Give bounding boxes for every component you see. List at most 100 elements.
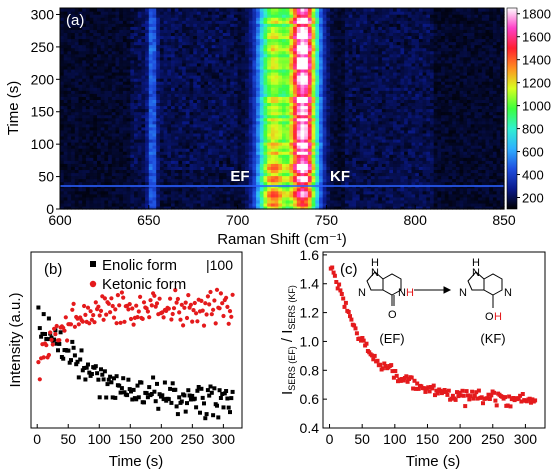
- heatmap-cell: [182, 99, 187, 104]
- heatmap-cell: [100, 102, 105, 107]
- heatmap-cell: [300, 99, 305, 104]
- heatmap-cell: [330, 123, 335, 128]
- heatmap-cell: [204, 145, 209, 149]
- heatmap-cell: [311, 105, 316, 110]
- heatmap-cell: [259, 166, 265, 171]
- heatmap-cell: [430, 135, 435, 140]
- heatmap-cell: [252, 172, 257, 177]
- heatmap-cell: [115, 148, 120, 152]
- heatmap-cell: [311, 175, 316, 180]
- heatmap-cell: [422, 160, 427, 164]
- heatmap-cell: [185, 96, 191, 100]
- heatmap-cell: [141, 151, 146, 155]
- heatmap-cell: [196, 148, 202, 152]
- heatmap-cell: [204, 190, 209, 195]
- heatmap-cell: [245, 169, 250, 174]
- heatmap-cell: [370, 111, 376, 116]
- heatmap-cell: [407, 99, 413, 104]
- heatmap-cell: [282, 169, 287, 174]
- heatmap-cell: [182, 148, 187, 152]
- heatmap-cell: [122, 142, 128, 146]
- heatmap-cell: [426, 172, 431, 177]
- heatmap-cell: [130, 172, 135, 177]
- heatmap-cell: [230, 199, 235, 204]
- heatmap-cell: [204, 99, 209, 104]
- heatmap-cell: [393, 135, 398, 140]
- heatmap-cell: [311, 178, 316, 183]
- heatmap-cell: [85, 87, 91, 91]
- heatmap-cell: [211, 172, 216, 177]
- heatmap-cell: [296, 117, 302, 122]
- heatmap-cell: [122, 93, 128, 97]
- heatmap-cell: [189, 205, 194, 210]
- heatmap-cell: [348, 90, 353, 94]
- heatmap-cell: [193, 114, 198, 119]
- heatmap-cell: [97, 178, 102, 183]
- heatmap-cell: [330, 117, 335, 122]
- heatmap-cell: [367, 126, 372, 131]
- heatmap-cell: [326, 187, 331, 192]
- heatmap-cell: [63, 163, 68, 167]
- heatmap-cell: [452, 108, 457, 113]
- heatmap-cell: [492, 96, 498, 100]
- heatmap-cell: [126, 99, 131, 104]
- heatmap-cell: [108, 169, 113, 174]
- heatmap-cell: [389, 105, 394, 110]
- heatmap-cell: [378, 111, 383, 116]
- heatmap-cell: [182, 105, 187, 110]
- heatmap-cell: [452, 120, 457, 125]
- heatmap-cell: [74, 105, 80, 110]
- heatmap-cell: [500, 151, 505, 155]
- heatmap-cell: [115, 178, 120, 183]
- heatmap-cell: [441, 178, 446, 183]
- heatmap-cell: [126, 205, 131, 210]
- heatmap-cell: [422, 123, 427, 128]
- heatmap-cell: [367, 181, 372, 186]
- heatmap-cell: [404, 117, 409, 122]
- heatmap-cell: [359, 99, 364, 104]
- heatmap-cell: [389, 135, 394, 140]
- heatmap-cell: [492, 90, 498, 94]
- heatmap-cell: [304, 196, 309, 201]
- heatmap-cell: [315, 181, 320, 186]
- heatmap-cell: [182, 142, 187, 146]
- heatmap-cell: [226, 205, 231, 210]
- heatmap-cell: [337, 142, 342, 146]
- heatmap-cell: [352, 145, 357, 149]
- heatmap-cell: [222, 187, 228, 192]
- heatmap-cell: [348, 154, 353, 158]
- heatmap-cell: [63, 126, 68, 131]
- heatmap-cell: [93, 196, 98, 201]
- heatmap-cell: [182, 187, 187, 192]
- heatmap-cell: [448, 102, 453, 107]
- heatmap-cell: [185, 193, 191, 198]
- heatmap-cell: [130, 102, 135, 107]
- heatmap-cell: [459, 205, 464, 210]
- heatmap-cell: [219, 111, 224, 116]
- heatmap-cell: [196, 202, 202, 207]
- heatmap-cell: [326, 160, 331, 164]
- heatmap-cell: [478, 135, 483, 140]
- heatmap-cell: [193, 138, 198, 143]
- heatmap-cell: [448, 193, 453, 198]
- heatmap-cell: [485, 199, 490, 204]
- heatmap-cell: [333, 117, 339, 122]
- heatmap-cell: [404, 102, 409, 107]
- heatmap-cell: [455, 163, 461, 167]
- heatmap-cell: [152, 123, 157, 128]
- heatmap-cell: [444, 117, 450, 122]
- heatmap-cell: [474, 196, 479, 201]
- heatmap-cell: [478, 108, 483, 113]
- heatmap-cell: [252, 178, 257, 183]
- heatmap-cell: [352, 96, 357, 100]
- heatmap-cell: [222, 205, 228, 210]
- heatmap-cell: [270, 196, 276, 201]
- heatmap-cell: [404, 142, 409, 146]
- heatmap-cell: [100, 148, 105, 152]
- heatmap-cell: [455, 93, 461, 97]
- heatmap-cell: [300, 169, 305, 174]
- heatmap-cell: [156, 154, 161, 158]
- heatmap-cell: [78, 148, 83, 152]
- heatmap-cell: [404, 202, 409, 207]
